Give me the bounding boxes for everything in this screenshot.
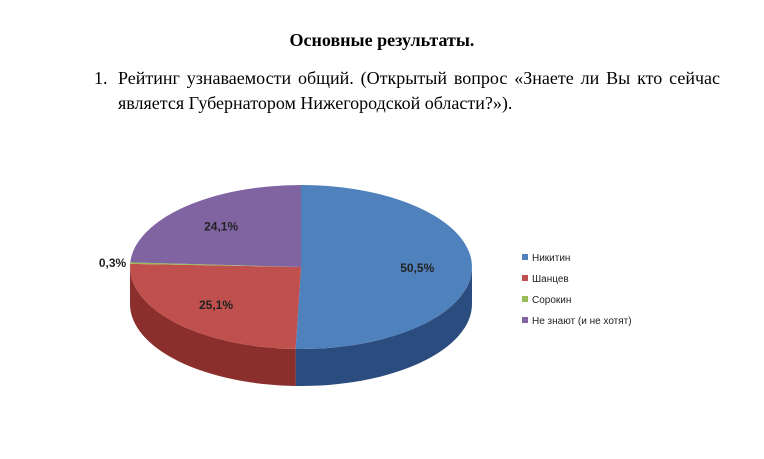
legend-label-сорокин: Сорокин [532, 295, 571, 306]
data-label-никитин: 50,5% [400, 261, 434, 275]
legend-label-не-знают-и-не-хотят: Не знают (и не хотят) [532, 316, 632, 327]
pie-side-шанцев [130, 267, 296, 386]
pie-sides [130, 267, 472, 387]
data-label-шанцев: 25,1% [199, 298, 233, 312]
pie-slice-шанцев [129, 263, 301, 349]
data-label-сорокин: 0,3% [99, 256, 127, 270]
pie-slice-сорокин [130, 262, 301, 267]
legend-swatch-сорокин [522, 296, 528, 302]
page-heading: Основные результаты. [289, 30, 475, 50]
item-number: 1. [94, 68, 108, 88]
item-text: Рейтинг узнаваемости общий. (Открытый во… [118, 68, 720, 113]
legend: Никитин Шанцев Сорокин Не знают (и не хотят… [522, 253, 632, 327]
pie-slice-не-знают-и-не-хотят [130, 185, 301, 267]
pie-slices [129, 185, 472, 349]
legend-swatch-не-знают-и-не-хотят [522, 317, 528, 323]
numbered-item: 1. Рейтинг узнаваемости общий. (Открытый… [94, 66, 720, 116]
legend-label-никитин: Никитин [532, 253, 570, 264]
pie-slice-никитин [295, 185, 472, 349]
pie-side-никитин [295, 267, 472, 387]
legend-label-шанцев: Шанцев [532, 274, 569, 285]
data-label-не-знают-и-не-хотят: 24,1% [204, 219, 238, 233]
legend-swatch-никитин [522, 254, 528, 260]
data-labels: 50,5% 25,1% 0,3% 24,1% [99, 219, 435, 312]
legend-swatch-шанцев [522, 275, 528, 281]
